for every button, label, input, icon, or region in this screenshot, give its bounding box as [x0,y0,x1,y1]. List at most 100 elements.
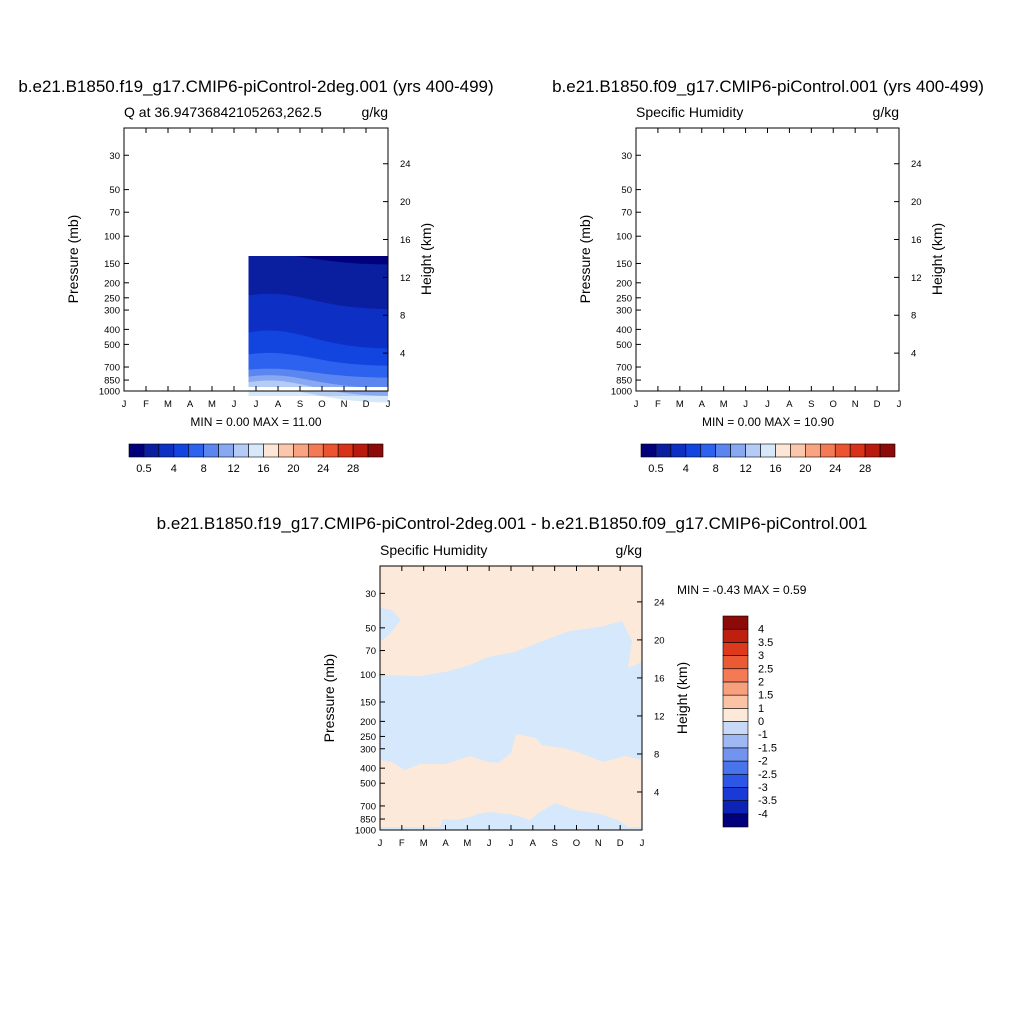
pressure-tick-label: 500 [360,779,376,790]
colorbar-swatch [722,655,749,670]
pressure-tick-label: 30 [109,151,120,162]
month-tick-label: S [551,838,557,849]
right-panel-subtitle: Specific Humidity [636,104,743,120]
pressure-tick-label: 50 [109,185,120,196]
month-tick-label: D [617,838,624,849]
left-contour-field [248,256,388,403]
pressure-tick-label: 150 [616,259,632,270]
pressure-tick-label: 250 [360,732,376,743]
height-tick-label: 4 [400,349,405,360]
colorbar-swatch [685,443,702,458]
colorbar-swatch [722,615,749,630]
pressure-tick-label: 150 [360,697,376,708]
colorbar-swatch [722,681,749,696]
colorbar-label: -2.5 [758,769,777,781]
colorbar-swatch [722,773,749,788]
colorbar-swatch [173,443,190,458]
colorbar-swatch [722,721,749,735]
pressure-tick-label: 400 [360,764,376,775]
colorbar-swatch [188,443,205,458]
colorbar-label: 1.5 [758,690,773,702]
colorbar-swatch [722,747,749,762]
colorbar-label: 1 [758,703,764,715]
month-tick-label: D [874,399,881,410]
month-tick-label: S [297,399,303,410]
colorbar-label: 24 [829,463,841,475]
colorbar-label: 2 [758,676,764,688]
pressure-tick-label: 70 [621,208,632,219]
colorbar-label: 3 [758,650,764,662]
colorbar-label: 20 [799,463,811,475]
diff-y2-axis-label: Height (km) [674,662,690,734]
pressure-tick-label: 100 [616,232,632,243]
month-tick-label: J [765,399,770,410]
diff-negative-region-main [380,621,642,770]
colorbar-swatch [722,787,749,801]
month-tick-label: A [530,838,537,849]
colorbar-label: 4 [683,463,689,475]
colorbar-swatch [775,443,791,458]
colorbar-swatch [819,443,836,458]
pressure-tick-label: 300 [616,306,632,317]
left-panel: b.e21.B1850.f19_g17.CMIP6-piControl-2deg… [18,77,493,475]
month-tick-label: J [743,399,748,410]
colorbar-label: 8 [713,463,719,475]
height-tick-label: 8 [654,749,659,760]
diff-contour-field [380,566,642,830]
month-tick-label: N [341,399,348,410]
height-tick-label: 20 [911,197,922,208]
colorbar-label: 16 [257,463,269,475]
colorbar-swatch [337,443,354,458]
pressure-tick-label: 850 [360,815,376,826]
colorbar-swatch [715,443,731,458]
month-tick-label: A [442,838,449,849]
pressure-tick-label: 250 [616,293,632,304]
colorbar-swatch [790,443,806,458]
month-tick-label: O [318,399,325,410]
height-tick-label: 24 [911,159,922,170]
colorbar-swatch [640,443,657,458]
colorbar-swatch [700,443,717,458]
colorbar-swatch [218,443,234,458]
right-panel: b.e21.B1850.f09_g17.CMIP6-piControl.001 … [552,77,984,475]
colorbar-label: 12 [739,463,751,475]
colorbar-label: 4 [171,463,177,475]
diff-panel-units: g/kg [616,542,642,558]
height-tick-label: 16 [654,673,665,684]
left-y-axis-label: Pressure (mb) [65,215,81,304]
colorbar-label: 2.5 [758,663,773,675]
month-tick-label: O [573,838,580,849]
colorbar-label: -3.5 [758,795,777,807]
month-tick-label: J [232,399,237,410]
colorbar-swatch [730,443,746,458]
month-tick-label: M [676,399,684,410]
colorbar-swatch [849,443,866,458]
diff-minmax: MIN = -0.43 MAX = 0.59 [677,583,807,597]
colorbar-label: 0.5 [136,463,151,475]
height-tick-label: 16 [911,235,922,246]
pressure-tick-label: 700 [104,363,120,374]
height-tick-label: 4 [654,787,659,798]
month-tick-label: A [275,399,282,410]
colorbar-swatch [864,443,881,458]
month-tick-label: F [399,838,405,849]
month-tick-label: M [720,399,728,410]
pressure-tick-label: 200 [104,278,120,289]
pressure-tick-label: 30 [621,151,632,162]
colorbar-label: -4 [758,808,768,820]
colorbar-swatch [722,813,749,828]
right-contour-field [636,128,899,403]
colorbar-swatch [745,443,761,458]
colorbar-label: 0 [758,716,764,728]
pressure-tick-label: 850 [104,376,120,387]
colorbar-swatch [143,443,160,458]
height-tick-label: 4 [911,349,916,360]
pressure-tick-label: 1000 [355,826,376,837]
right-panel-title: b.e21.B1850.f09_g17.CMIP6-piControl.001 … [552,77,984,96]
colorbar-swatch [879,443,896,458]
pressure-tick-label: 100 [360,670,376,681]
colorbar-swatch [670,443,687,458]
month-tick-label: F [655,399,661,410]
colorbar-label: 20 [287,463,299,475]
month-tick-label: J [509,838,514,849]
